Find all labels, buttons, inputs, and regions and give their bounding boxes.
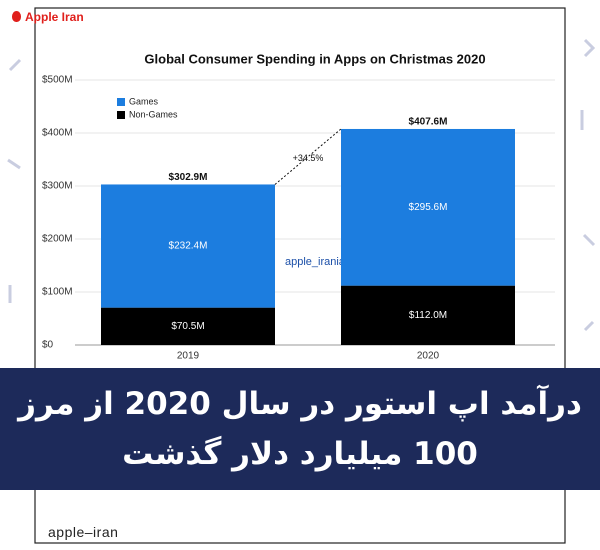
brand: Apple Iran <box>12 10 84 24</box>
bar-segment <box>341 128 515 286</box>
legend-swatch <box>117 111 125 119</box>
bar-segment <box>101 307 275 345</box>
data-label: $70.5M <box>171 321 204 332</box>
footer: apple–iran <box>48 524 119 540</box>
y-tick-label: $300M <box>42 181 73 192</box>
chart-title: Global Consumer Spending in Apps on Chri… <box>144 51 485 66</box>
y-tick-label: $0 <box>42 340 54 351</box>
y-tick-label: $400M <box>42 128 73 139</box>
change-label: +34.5% <box>293 153 324 163</box>
banner-line: درآمد اپ استور در سال 2020 از مرز <box>18 386 582 422</box>
legend-label: Games <box>129 96 159 106</box>
y-tick-label: $200M <box>42 234 73 245</box>
logo <box>12 11 21 22</box>
legend-swatch <box>117 98 125 106</box>
banner: درآمد اپ استور در سال 2020 از مرز 100 می… <box>0 368 600 490</box>
y-tick-label: $500M <box>42 75 73 86</box>
bar-segment <box>101 184 275 308</box>
data-label: $112.0M <box>409 310 447 321</box>
bar-segment <box>341 285 515 345</box>
x-tick-label: 2019 <box>177 351 200 362</box>
legend-label: Non-Games <box>129 109 178 119</box>
brand-text: Apple Iran <box>25 10 84 24</box>
y-tick-label: $100M <box>42 287 73 298</box>
watermark: apple_iranian <box>285 256 351 268</box>
frame <box>34 7 566 544</box>
decor <box>7 38 596 332</box>
banner-line: 100 میلیارد دلار گذشت <box>122 436 478 472</box>
total-label: $302.9M <box>169 172 208 183</box>
data-label: $232.4M <box>169 241 208 252</box>
total-label: $407.6M <box>409 117 448 128</box>
x-tick-label: 2020 <box>417 351 440 362</box>
data-label: $295.6M <box>409 202 448 213</box>
